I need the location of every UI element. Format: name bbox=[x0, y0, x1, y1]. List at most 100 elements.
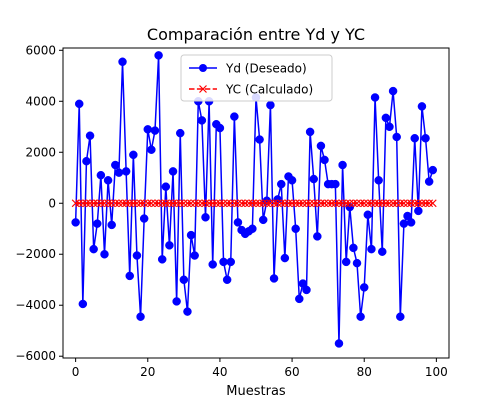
data-point bbox=[147, 199, 156, 208]
data-point bbox=[197, 116, 207, 125]
plot-area bbox=[71, 51, 438, 348]
data-point bbox=[407, 199, 416, 208]
data-point bbox=[96, 170, 106, 180]
data-point bbox=[371, 199, 379, 208]
data-point bbox=[342, 199, 351, 208]
series-yc bbox=[71, 199, 437, 208]
data-point bbox=[273, 199, 282, 208]
data-point bbox=[277, 179, 286, 189]
data-point bbox=[392, 132, 401, 142]
y-tick-label: −6000 bbox=[15, 349, 56, 363]
data-point bbox=[140, 199, 149, 208]
data-point bbox=[288, 199, 296, 208]
data-point bbox=[392, 199, 401, 208]
data-point bbox=[172, 297, 181, 306]
data-point bbox=[396, 312, 405, 321]
data-point bbox=[352, 258, 362, 268]
data-point bbox=[389, 199, 398, 208]
data-point bbox=[143, 125, 153, 134]
data-point bbox=[428, 165, 438, 175]
data-point bbox=[125, 271, 134, 281]
data-point bbox=[381, 199, 390, 208]
data-point bbox=[403, 199, 412, 208]
data-point bbox=[103, 176, 113, 185]
data-point bbox=[205, 199, 214, 208]
data-point bbox=[183, 199, 192, 208]
data-point bbox=[259, 199, 268, 208]
data-point bbox=[269, 274, 279, 283]
data-point bbox=[334, 339, 344, 348]
data-point bbox=[234, 199, 242, 208]
data-point bbox=[298, 279, 308, 288]
data-point bbox=[244, 199, 253, 208]
data-point bbox=[252, 199, 260, 208]
data-point bbox=[291, 224, 300, 233]
data-point bbox=[197, 199, 206, 208]
data-point bbox=[309, 174, 318, 184]
data-point bbox=[151, 199, 159, 208]
data-point bbox=[133, 199, 141, 208]
data-point bbox=[403, 211, 412, 221]
data-point bbox=[96, 199, 105, 208]
data-point bbox=[338, 199, 347, 208]
legend-marker bbox=[199, 85, 207, 93]
data-point bbox=[85, 131, 95, 140]
data-point bbox=[107, 220, 116, 230]
legend-marker bbox=[199, 64, 207, 72]
data-point bbox=[298, 199, 307, 208]
y-tick-label: 6000 bbox=[25, 43, 56, 57]
data-point bbox=[248, 224, 257, 233]
data-point bbox=[345, 199, 354, 208]
data-point bbox=[284, 199, 293, 208]
data-point bbox=[287, 176, 297, 185]
data-point bbox=[226, 257, 235, 267]
data-point bbox=[129, 199, 138, 208]
data-point bbox=[179, 275, 189, 284]
data-point bbox=[201, 199, 210, 208]
data-point bbox=[388, 86, 398, 96]
data-point bbox=[396, 199, 405, 208]
data-point bbox=[186, 230, 196, 240]
data-point bbox=[385, 199, 394, 208]
data-point bbox=[327, 199, 336, 208]
data-point bbox=[341, 257, 351, 267]
data-point bbox=[406, 218, 416, 227]
data-point bbox=[349, 199, 358, 208]
data-point bbox=[165, 241, 174, 250]
data-point bbox=[295, 294, 304, 304]
data-point bbox=[111, 199, 120, 208]
data-point bbox=[223, 199, 232, 208]
data-point bbox=[359, 283, 369, 292]
data-point bbox=[230, 112, 239, 121]
y-tick-label: 2000 bbox=[25, 145, 56, 159]
legend: Yd (Deseado) YC (Calculado) bbox=[180, 54, 333, 102]
axes: 0 20 40 60 80 100 −6000 −4000 −2000 0 2000 4000 6000 bbox=[15, 43, 450, 379]
data-point bbox=[161, 199, 170, 208]
x-tick-label: 20 bbox=[140, 365, 155, 379]
data-point bbox=[255, 199, 264, 208]
data-point bbox=[114, 168, 124, 177]
data-point bbox=[425, 199, 434, 208]
data-point bbox=[154, 199, 163, 208]
data-point bbox=[410, 199, 419, 208]
x-tick-label: 100 bbox=[425, 365, 448, 379]
data-point bbox=[295, 199, 304, 208]
data-point bbox=[266, 100, 275, 110]
data-point bbox=[154, 51, 163, 60]
x-tick-label: 80 bbox=[357, 365, 372, 379]
data-point bbox=[367, 244, 376, 254]
data-point bbox=[302, 199, 311, 208]
data-point bbox=[190, 199, 199, 208]
data-point bbox=[230, 199, 239, 208]
data-point bbox=[208, 260, 217, 269]
data-point bbox=[233, 218, 243, 227]
legend-box bbox=[180, 54, 333, 102]
data-point bbox=[410, 134, 419, 143]
data-point bbox=[125, 199, 134, 208]
data-point bbox=[121, 167, 131, 176]
data-point bbox=[280, 253, 290, 263]
data-point bbox=[270, 199, 278, 208]
data-point bbox=[399, 199, 408, 208]
data-point bbox=[255, 135, 264, 144]
